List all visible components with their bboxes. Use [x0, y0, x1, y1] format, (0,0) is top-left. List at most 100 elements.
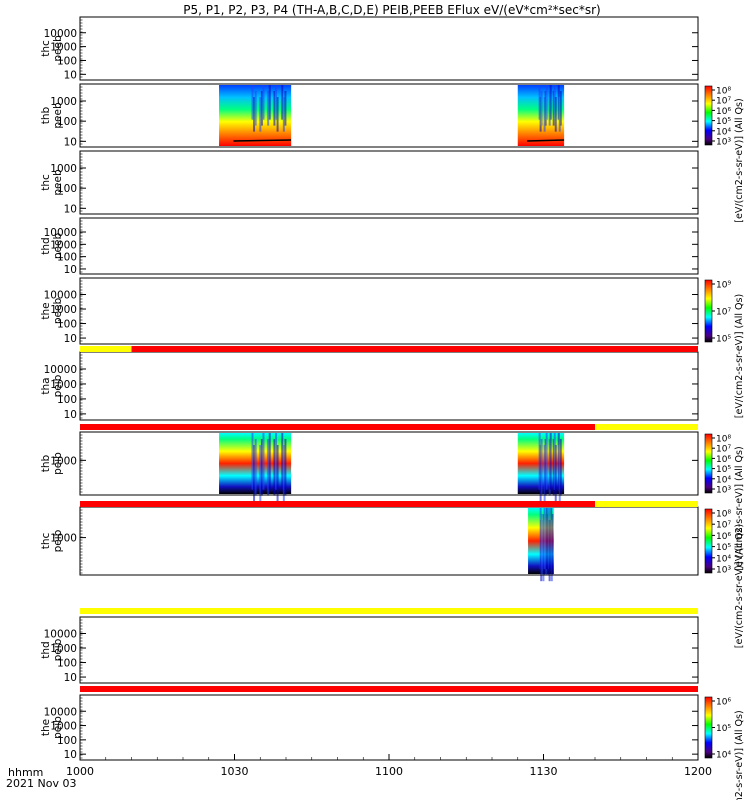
flag-segment-yellow — [80, 346, 132, 352]
texture-stripe — [268, 85, 271, 120]
texture-stripe — [259, 445, 262, 502]
ytick-label: 100 — [57, 394, 77, 406]
ytick-label: 1000 — [50, 304, 77, 316]
colorbar — [704, 85, 713, 146]
texture-stripe — [545, 508, 548, 570]
ytick-label: 1000 — [50, 239, 77, 251]
colorbar-tick-label: 10⁵ — [716, 117, 731, 127]
xtick-label: 1100 — [375, 765, 403, 778]
colorbar-label: [eV/(cm2-s-sr-eV)] (All Qs) — [734, 524, 745, 648]
texture-stripe — [552, 439, 555, 496]
colorbar-tick-label: 10³ — [716, 566, 731, 576]
texture-stripe — [552, 91, 555, 126]
flag-segment-red — [80, 424, 595, 430]
flag-4 — [80, 608, 698, 614]
texture-stripe — [544, 439, 547, 496]
texture-stripe — [260, 91, 263, 126]
texture-stripe — [254, 439, 257, 496]
panel-frame — [79, 277, 699, 345]
texture-stripe — [273, 439, 276, 496]
texture-stripe — [559, 439, 562, 496]
ytick-label: 10 — [64, 264, 77, 276]
ylabel-line2: peeb — [52, 35, 64, 62]
texture-stripe — [262, 433, 265, 490]
ytick-label: 10 — [64, 333, 77, 345]
colorbar-label: [eV/(cm2-s-sr-eV)] (All Qs) — [734, 446, 745, 570]
spectrogram-texture-1 — [251, 433, 287, 502]
ytick-label: 100 — [57, 735, 77, 747]
panel-frame — [79, 150, 699, 215]
flag-segment-yellow — [595, 501, 698, 507]
ytick-label: 10 — [64, 749, 77, 761]
texture-stripe — [539, 97, 542, 132]
texture-stripe — [275, 85, 278, 120]
ytick-label: 10000 — [44, 290, 77, 302]
panel-frame — [79, 16, 699, 81]
colorbar-tick-label: 10⁹ — [716, 281, 731, 291]
texture-stripe — [538, 433, 541, 490]
texture-stripe — [545, 85, 548, 120]
texture-stripe — [281, 433, 284, 490]
texture-stripe — [253, 97, 256, 132]
ylabel-line2: peeb — [52, 102, 64, 129]
texture-stripe — [267, 91, 270, 126]
ylabel-line1: thb — [40, 454, 52, 472]
flag-2 — [80, 424, 698, 430]
ytick-label: 1000 — [50, 96, 77, 108]
colorbar-tick-label: 10⁵ — [716, 543, 731, 553]
flag-segment-red — [80, 501, 595, 507]
panel-frame — [79, 351, 699, 421]
ytick-label: 10000 — [44, 364, 77, 376]
ylabel-line1: thc — [40, 533, 52, 550]
ytick-label: 10 — [64, 136, 77, 148]
ytick-label: 1000 — [50, 42, 77, 54]
texture-stripe — [253, 445, 256, 502]
figure-title: P5, P1, P2, P3, P4 (TH-A,B,C,D,E) PEIB,P… — [183, 3, 600, 17]
ylabel-line1: the — [40, 302, 52, 319]
panel-frame — [79, 506, 699, 576]
colorbar-tick-label: 10⁴ — [716, 554, 731, 564]
texture-stripe — [557, 433, 560, 490]
ytick-label: 1000 — [50, 533, 77, 545]
colorbar-tick-label: 10⁷ — [716, 445, 731, 455]
xtick-label: 1200 — [684, 765, 712, 778]
texture-stripe — [543, 445, 546, 502]
texture-stripe — [251, 85, 254, 120]
ylabel-line2: peib — [52, 529, 64, 552]
ytick-label: 1000 — [50, 721, 77, 733]
ytick-label: 100 — [57, 55, 77, 67]
colorbar-tick-label: 10⁴ — [716, 751, 731, 761]
ytick-label: 100 — [57, 183, 77, 195]
ylabel-line2: peib — [52, 716, 64, 739]
colorbar-tick-label: 10⁵ — [716, 724, 731, 734]
texture-stripe — [276, 97, 279, 132]
ylabel-line1: tha — [40, 377, 52, 394]
ytick-label: 10 — [64, 409, 77, 421]
flag-segment-red — [80, 686, 698, 692]
spectrogram-texture-1 — [539, 508, 554, 582]
texture-stripe — [554, 97, 557, 132]
x-axis: 1000 1030 1100 1130 1200 — [66, 754, 712, 778]
panel-thd-peib: 10000 1000 100 10 thd peib — [40, 616, 699, 684]
ytick-label: 1000 — [50, 455, 77, 467]
texture-stripe — [554, 445, 557, 502]
ytick-label: 10 — [64, 672, 77, 684]
ytick-label: 100 — [57, 252, 77, 264]
ylabel-line2: peib — [52, 374, 64, 397]
texture-stripe — [549, 85, 552, 120]
time-label: hhmm — [8, 766, 43, 779]
texture-stripe — [559, 91, 562, 126]
panel-thc-peeb: 1000 100 10 thc peeb — [40, 150, 699, 215]
texture-stripe — [259, 97, 262, 132]
colorbar-tick-label: 10⁶ — [716, 455, 731, 465]
spectrogram-texture-2 — [538, 433, 562, 502]
panel-tha-peib: 10000 1000 100 10 tha peib — [40, 351, 699, 421]
texture-stripe — [553, 85, 556, 120]
panel-frame — [79, 616, 699, 684]
colorbar — [704, 696, 713, 759]
colorbar-tick-label: 10⁴ — [716, 475, 731, 485]
texture-stripe — [548, 91, 551, 126]
